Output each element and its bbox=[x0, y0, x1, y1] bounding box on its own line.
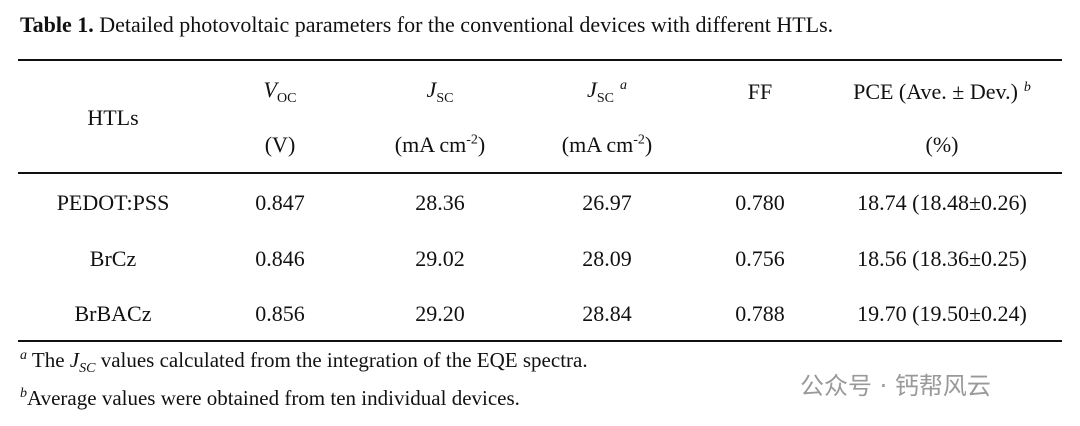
header-unit: (mA cm bbox=[561, 132, 634, 157]
table-caption: Table 1. Detailed photovoltaic parameter… bbox=[20, 12, 833, 38]
header-label: FF bbox=[747, 79, 773, 104]
header-unit: ) bbox=[477, 132, 486, 157]
table-cell: 29.20 bbox=[415, 301, 465, 326]
table-cell: 28.84 bbox=[582, 301, 632, 326]
table-cell: 0.846 bbox=[255, 245, 305, 271]
caption-text: Detailed photovoltaic parameters for the… bbox=[99, 12, 834, 37]
top-rule bbox=[18, 59, 1062, 61]
header-subscript: OC bbox=[277, 91, 297, 107]
table-cell: BrBACz bbox=[74, 301, 152, 326]
table-cell: PCE (Ave. ± Dev.) b bbox=[853, 79, 1031, 105]
header-unit: ) bbox=[644, 132, 653, 157]
watermark: 公众号 · 钙帮风云 bbox=[800, 372, 991, 400]
table-cell: (V) bbox=[265, 132, 296, 158]
bottom-rule bbox=[18, 340, 1062, 342]
header-symbol: J bbox=[587, 76, 597, 102]
table-cell: (%) bbox=[926, 132, 959, 158]
table-cell: 28.36 bbox=[415, 190, 465, 215]
table-cell: (mA cm-2) bbox=[395, 132, 486, 158]
table-cell: HTLs bbox=[87, 105, 138, 131]
header-rule bbox=[18, 172, 1062, 174]
table-cell: 18.74 (18.48±0.26) bbox=[857, 190, 1027, 215]
header-subscript: SC bbox=[436, 91, 454, 107]
table-cell: (mA cm-2) bbox=[562, 132, 653, 158]
table-cell: PEDOT:PSS bbox=[56, 190, 170, 215]
table-cell: JSC bbox=[427, 77, 454, 107]
table-cell: VOC bbox=[264, 77, 297, 107]
footnote-subscript: SC bbox=[79, 361, 96, 377]
table-cell: 0.847 bbox=[255, 190, 305, 215]
footnote: a The JSC values calculated from the int… bbox=[20, 348, 588, 377]
table-cell: 19.70 (19.50±0.24) bbox=[857, 301, 1027, 326]
footnote: bAverage values were obtained from ten i… bbox=[20, 386, 520, 411]
table-cell: 0.788 bbox=[735, 301, 785, 326]
header-superscript: b bbox=[1023, 79, 1031, 95]
table-cell: 28.09 bbox=[582, 245, 632, 271]
header-unit: (%) bbox=[925, 132, 959, 157]
table-cell: JSC a bbox=[587, 77, 627, 107]
table-cell: BrCz bbox=[89, 245, 137, 271]
table-cell: FF bbox=[748, 79, 772, 105]
table-cell: 0.856 bbox=[255, 301, 305, 326]
table-cell: 29.02 bbox=[415, 245, 465, 271]
table-cell: 18.56 (18.36±0.25) bbox=[857, 245, 1027, 271]
header-label: PCE (Ave. ± Dev.) bbox=[853, 79, 1018, 104]
footnote-mark: b bbox=[20, 386, 27, 401]
footnote-text: Average values were obtained from ten in… bbox=[27, 386, 520, 410]
header-symbol: V bbox=[263, 76, 277, 102]
header-unit: (V) bbox=[264, 132, 296, 157]
header-subscript: SC bbox=[596, 91, 614, 107]
table-cell: 0.780 bbox=[735, 190, 785, 215]
footnote-symbol: J bbox=[69, 348, 80, 372]
table-cell: 26.97 bbox=[582, 190, 632, 215]
header-unit-exponent: -2 bbox=[466, 132, 478, 148]
footnote-text: values calculated from the integration o… bbox=[100, 348, 588, 372]
header-unit: (mA cm bbox=[394, 132, 467, 157]
header-symbol: J bbox=[426, 76, 437, 102]
header-superscript: a bbox=[619, 77, 627, 93]
footnote-mark: a bbox=[20, 348, 27, 363]
caption-label: Table 1. bbox=[20, 12, 94, 37]
header-unit-exponent: -2 bbox=[633, 132, 645, 148]
footnote-text: The bbox=[31, 348, 65, 372]
header-label: HTLs bbox=[87, 105, 139, 130]
table-cell: 0.756 bbox=[735, 245, 785, 271]
